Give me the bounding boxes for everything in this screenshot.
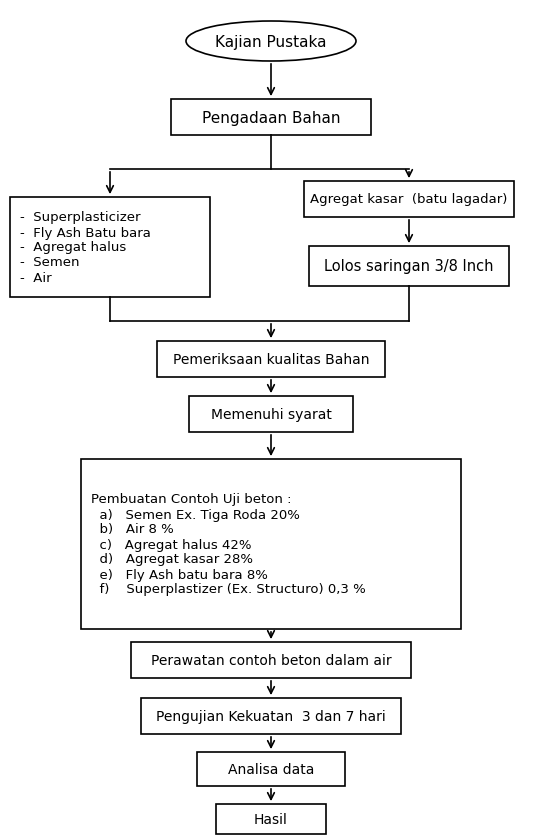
Bar	[81, 460, 461, 630]
Bar	[197, 752, 345, 786]
Text: Lolos saringan 3/8 Inch: Lolos saringan 3/8 Inch	[324, 259, 494, 274]
Text: Analisa data: Analisa data	[228, 762, 314, 776]
Text: Perawatan contoh beton dalam air: Perawatan contoh beton dalam air	[151, 653, 392, 667]
Text: Agregat kasar  (batu lagadar): Agregat kasar (batu lagadar)	[310, 193, 508, 206]
Bar	[131, 642, 411, 678]
Bar	[304, 181, 514, 217]
Text: Pemeriksaan kualitas Bahan: Pemeriksaan kualitas Bahan	[173, 353, 369, 366]
Bar	[171, 99, 371, 135]
Text: Pengadaan Bahan: Pengadaan Bahan	[202, 110, 340, 125]
Text: Pengujian Kekuatan  3 dan 7 hari: Pengujian Kekuatan 3 dan 7 hari	[156, 709, 386, 723]
Bar	[216, 804, 326, 834]
Text: Kajian Pustaka: Kajian Pustaka	[215, 34, 327, 49]
Text: Hasil: Hasil	[254, 812, 288, 826]
Bar	[309, 247, 509, 287]
Text: Memenuhi syarat: Memenuhi syarat	[211, 407, 331, 421]
Text: Pembuatan Contoh Uji beton :
  a)   Semen Ex. Tiga Roda 20%
  b)   Air 8 %
  c) : Pembuatan Contoh Uji beton : a) Semen Ex…	[91, 493, 366, 596]
Bar	[189, 396, 353, 432]
Bar	[10, 198, 210, 298]
Text: -  Superplasticizer
-  Fly Ash Batu bara
-  Agregat halus
-  Semen
-  Air: - Superplasticizer - Fly Ash Batu bara -…	[20, 212, 151, 284]
Bar	[141, 698, 401, 734]
Bar	[157, 342, 385, 378]
